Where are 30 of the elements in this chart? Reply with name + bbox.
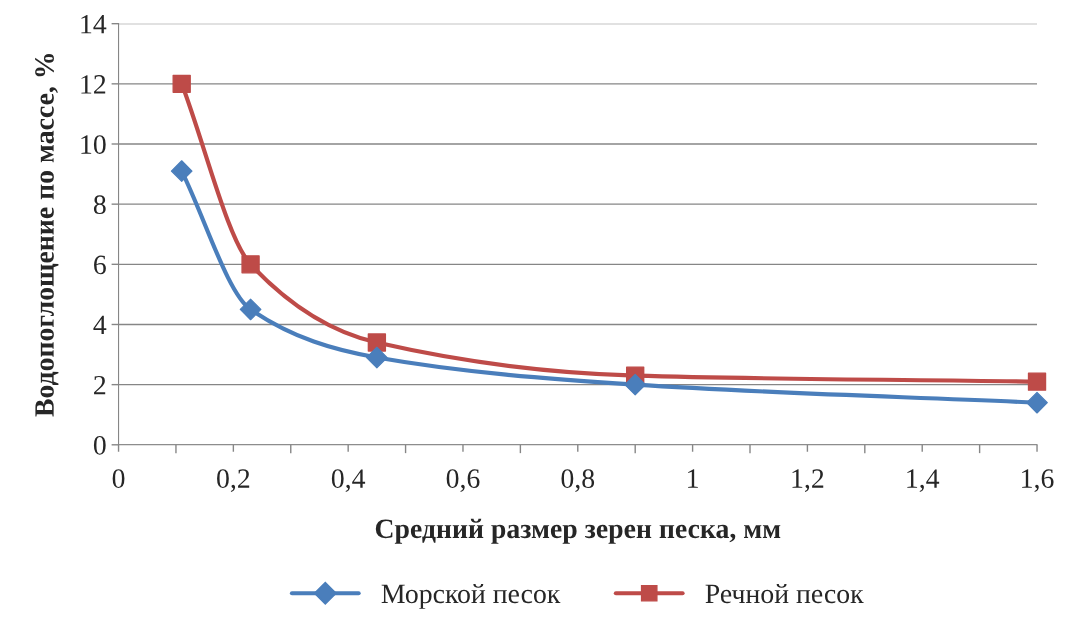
legend-label: Речной песок: [705, 583, 864, 604]
point: [241, 255, 260, 274]
x-tick-label: 0,8: [561, 469, 595, 492]
point: [365, 346, 388, 369]
y-tick-label: 0: [93, 435, 106, 455]
y-tick-label: 2: [94, 375, 106, 395]
y-tick-label: 8: [93, 195, 106, 215]
point: [239, 298, 262, 321]
x-tick-label: 0,4: [331, 469, 366, 492]
x-tick-label: 0,2: [217, 469, 250, 492]
point: [1027, 372, 1047, 391]
x-tick-label: 1,4: [907, 469, 940, 492]
y-tick-label: 6: [94, 255, 106, 275]
x-axis-title: Средний размер зерен песка, мм: [375, 518, 781, 544]
point: [172, 74, 191, 94]
point: [367, 333, 387, 352]
x-tick-label: 1,6: [1022, 469, 1054, 492]
x-tick-label: 0: [112, 469, 125, 488]
y-tick-label: 14: [81, 14, 107, 34]
x-tick-label: 1,2: [792, 469, 824, 492]
y-tick-label: 4: [93, 315, 107, 335]
x-tick-label: 1: [688, 469, 698, 488]
y-tick-label: 12: [81, 75, 106, 94]
point: [1026, 391, 1048, 414]
y-axis-title: Водопоглощение по массе, %: [35, 54, 59, 417]
point: [624, 373, 647, 396]
legend-label: Морской песок: [381, 583, 561, 609]
y-tick-label: 10: [81, 135, 106, 154]
point: [170, 160, 193, 182]
x-tick-label: 0,6: [446, 469, 480, 492]
